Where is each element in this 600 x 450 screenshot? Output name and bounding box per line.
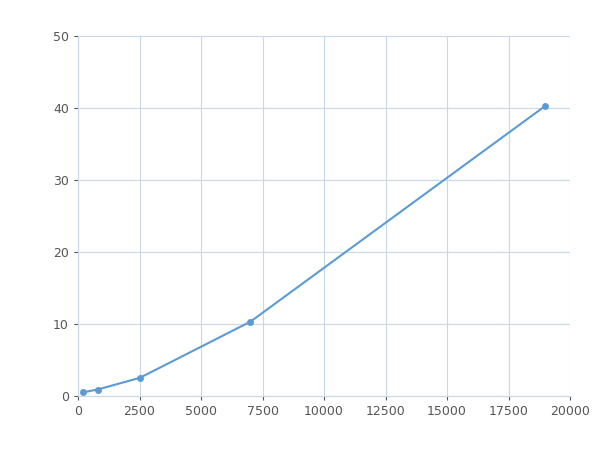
Point xyxy=(541,102,550,109)
Point xyxy=(245,318,255,325)
Point xyxy=(134,374,145,382)
Point xyxy=(78,389,88,396)
Point xyxy=(93,386,103,393)
